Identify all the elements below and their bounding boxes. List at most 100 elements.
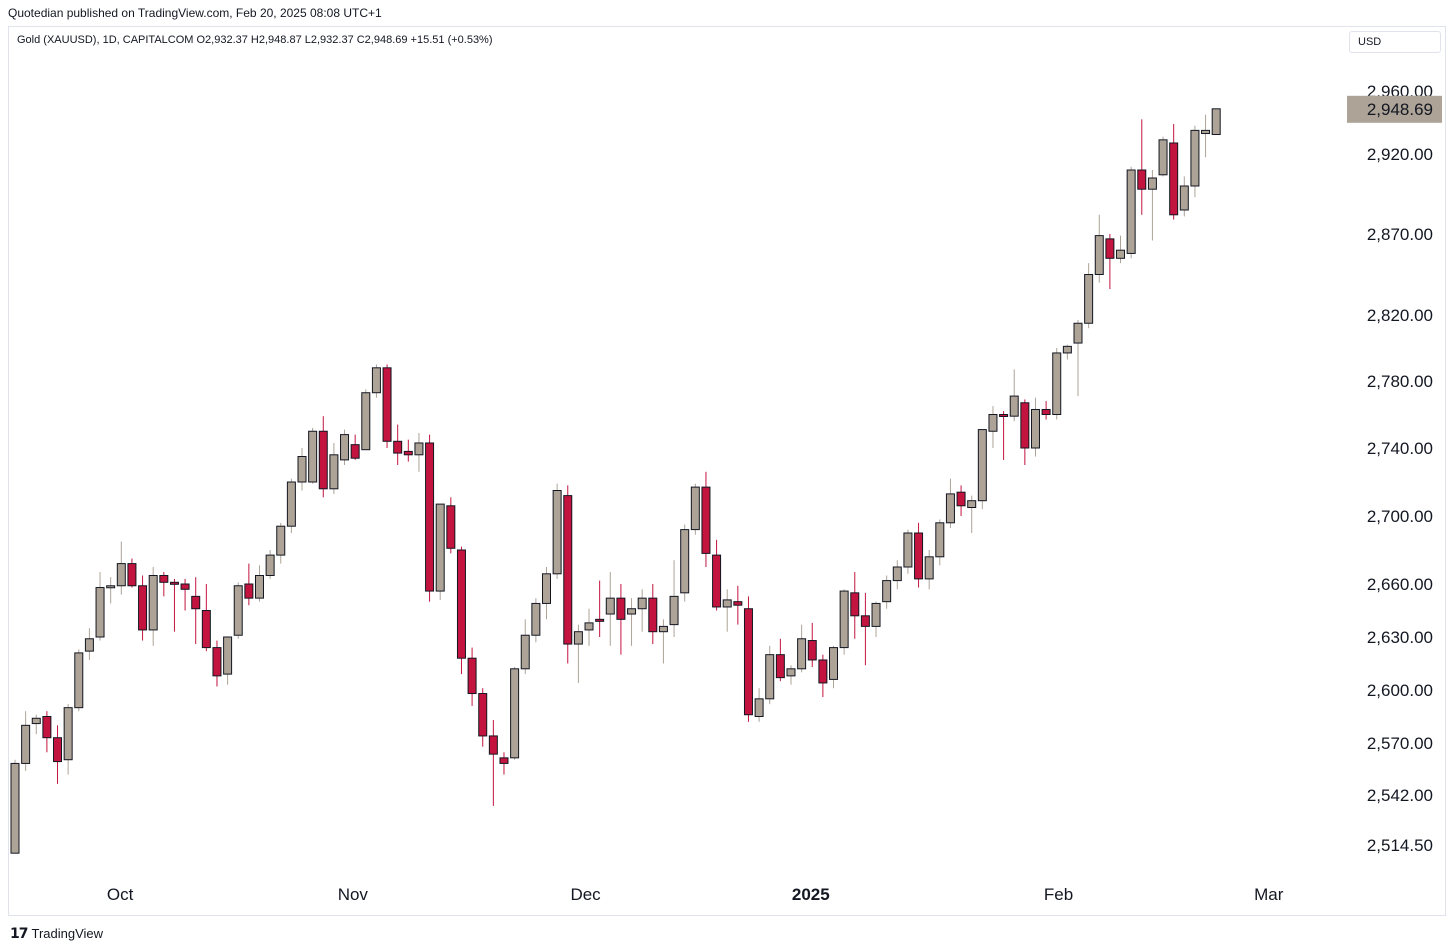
candle-body [1073, 322, 1083, 344]
candle [786, 665, 796, 685]
candle [361, 389, 371, 451]
candle [627, 598, 637, 646]
candle-body [1201, 129, 1211, 135]
candle-body [956, 491, 966, 507]
candle [499, 752, 509, 775]
chart-pane[interactable] [8, 26, 1446, 916]
candle-body [871, 602, 881, 627]
candle-body [74, 652, 84, 709]
candle [1179, 176, 1189, 217]
y-tick-label: 2,570.00 [1367, 734, 1433, 753]
candle-body [371, 367, 381, 394]
candle-body [1052, 352, 1062, 416]
candle-body [1062, 345, 1072, 354]
candle-body [627, 608, 637, 615]
candle [797, 624, 807, 673]
candle-body [680, 529, 690, 594]
candle-body [988, 414, 998, 432]
candle [10, 759, 20, 854]
candle [967, 495, 977, 533]
candle [414, 432, 424, 472]
candle-body [924, 556, 934, 580]
candle [956, 485, 966, 516]
symbol-legend: Gold (XAUUSD), 1D, CAPITALCOM O2,932.37 … [17, 34, 493, 46]
candle-layer [10, 108, 1221, 854]
candle-body [1020, 402, 1030, 449]
candle [1190, 125, 1200, 198]
candle [223, 636, 233, 685]
candle-body [839, 590, 849, 649]
price-axis: 2,960.002,920.002,870.002,820.002,780.00… [1367, 82, 1433, 855]
candle [1020, 399, 1030, 465]
candle [924, 550, 934, 590]
candle-body [914, 532, 924, 580]
candle-body [1169, 142, 1179, 216]
candle-body [31, 717, 41, 725]
candle-body [892, 566, 902, 582]
candle [159, 572, 169, 597]
candle [765, 645, 775, 705]
candle-body [786, 668, 796, 677]
candle [403, 439, 413, 462]
candle [21, 711, 31, 771]
candle [1062, 344, 1072, 360]
candle [552, 483, 562, 579]
candle-body [701, 486, 711, 554]
y-tick-label: 2,700.00 [1367, 507, 1433, 526]
candle [456, 546, 466, 675]
candle-body [1041, 408, 1051, 416]
candle-body [563, 495, 573, 645]
y-tick-label: 2,920.00 [1367, 145, 1433, 164]
candle-body [201, 610, 211, 649]
candle-body [860, 615, 870, 627]
candle-body [116, 563, 126, 587]
candle-body [414, 442, 424, 456]
last-price-label-bg [1347, 95, 1442, 123]
candle [733, 585, 743, 625]
candle [74, 649, 84, 712]
candle-body [595, 618, 605, 622]
candle [180, 578, 190, 611]
tradingview-brand[interactable]: 𝟭𝟳 TradingView [10, 925, 103, 942]
candle [308, 427, 318, 484]
candle [1041, 401, 1051, 420]
candle-body [1009, 395, 1019, 417]
candle [935, 519, 945, 566]
candle [1094, 214, 1104, 283]
candle [1116, 235, 1126, 264]
time-axis: Oct Nov Dec 2025 Feb Mar [107, 885, 1284, 904]
currency-selector-button[interactable]: USD [1349, 31, 1441, 53]
candle [775, 638, 785, 682]
candle-body [1126, 169, 1136, 254]
candle-body [53, 737, 63, 763]
last-price-marker: 2,948.69 [1347, 95, 1442, 123]
candle [999, 411, 1009, 460]
candle-body [850, 592, 860, 617]
candle-body [456, 549, 466, 659]
candle-body [1158, 139, 1168, 176]
x-tick-label: Feb [1044, 885, 1073, 904]
candle [1030, 397, 1040, 457]
candle-body [467, 657, 477, 695]
candle-body [254, 575, 264, 599]
candle [637, 589, 647, 632]
candle-body [340, 434, 350, 461]
candle [233, 582, 243, 639]
candle [191, 577, 201, 645]
candle [1052, 348, 1062, 420]
candle [722, 589, 732, 632]
candle [53, 725, 63, 784]
candle [573, 624, 583, 683]
candle-body [775, 654, 785, 679]
candle-body [648, 597, 658, 633]
y-tick-label: 2,740.00 [1367, 439, 1433, 458]
y-tick-label: 2,542.00 [1367, 786, 1433, 805]
candle [286, 478, 296, 533]
candle [371, 364, 381, 398]
candle [1073, 319, 1083, 397]
y-tick-label: 2,820.00 [1367, 306, 1433, 325]
candle-body [605, 597, 615, 615]
candle-body [977, 429, 987, 502]
candle [63, 704, 73, 775]
